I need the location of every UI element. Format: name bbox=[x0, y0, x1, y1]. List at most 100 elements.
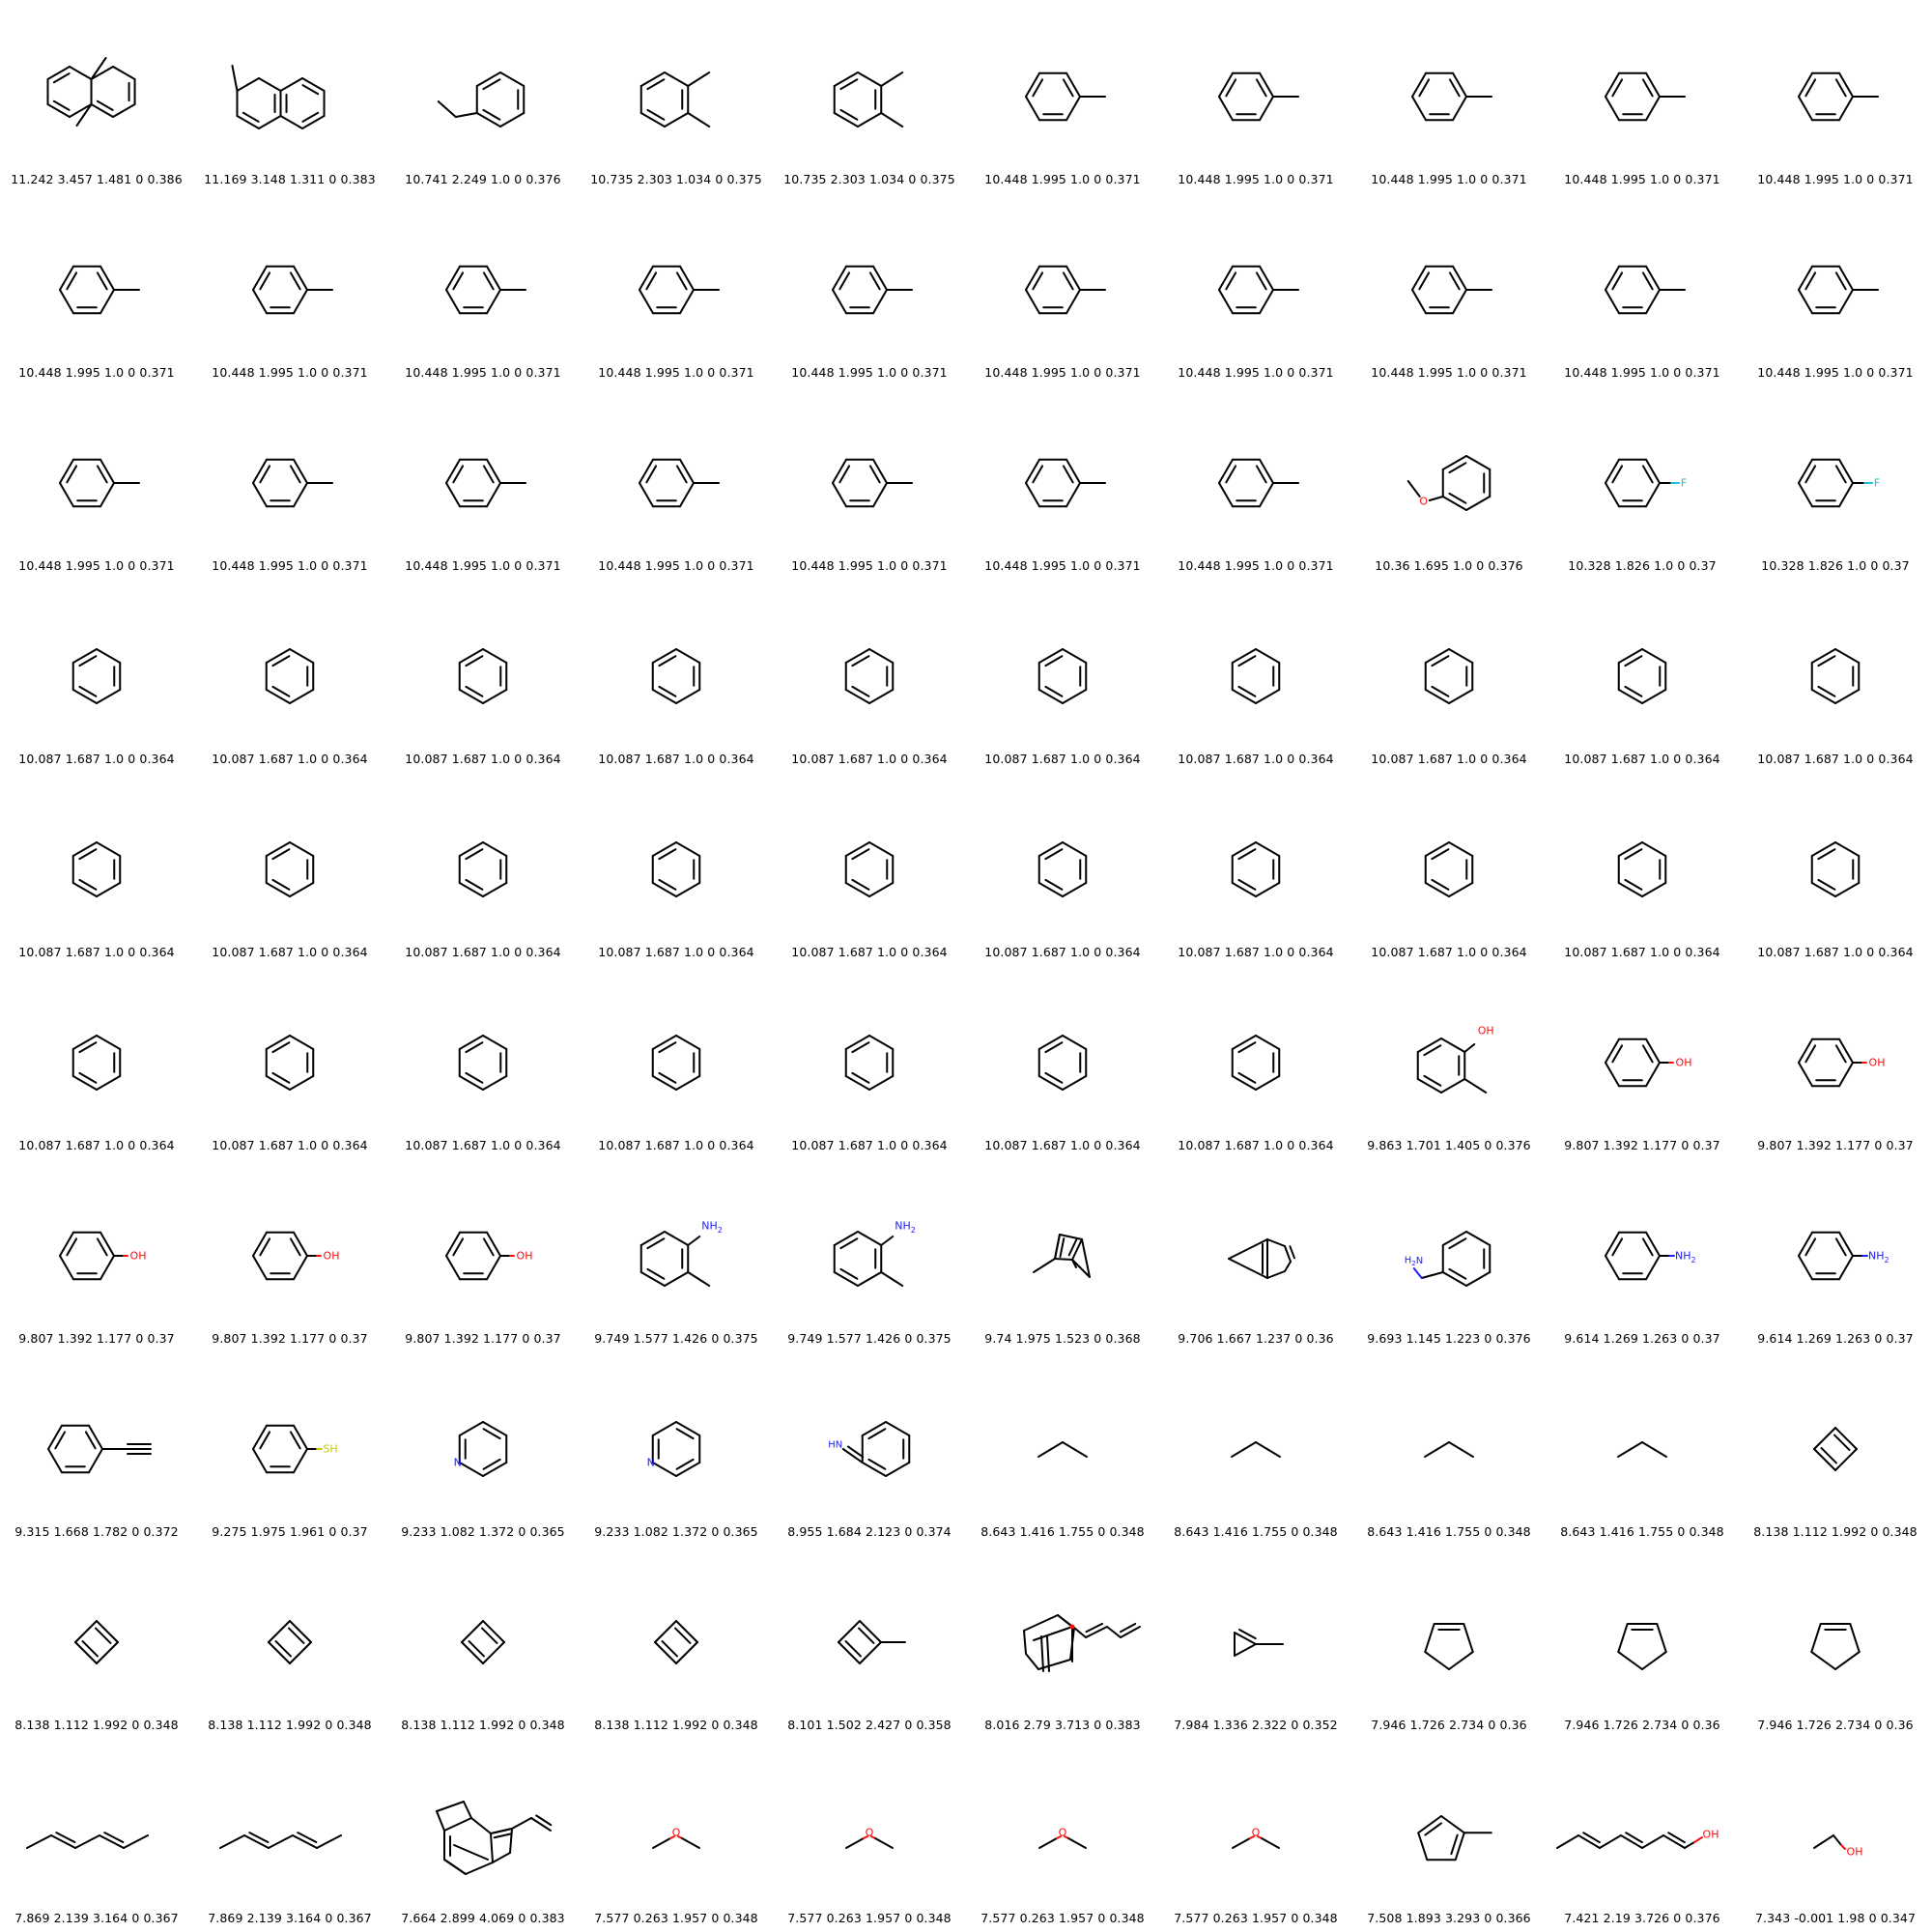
molecule-caption: 8.643 1.416 1.755 0 0.348 bbox=[1367, 1524, 1531, 1539]
structure-benzene bbox=[458, 841, 508, 897]
molecule-caption: 10.087 1.687 1.0 0 0.364 bbox=[405, 945, 561, 959]
molecule-cell: NH2 9.749 1.577 1.426 0 0.375 bbox=[580, 1159, 773, 1352]
structure-pyridine: N bbox=[454, 1421, 508, 1477]
structure-toluene bbox=[1411, 265, 1492, 315]
molecule-caption: 10.448 1.995 1.0 0 0.371 bbox=[1564, 365, 1720, 380]
molecule-cell: 8.138 1.112 1.992 0 0.348 bbox=[386, 1546, 580, 1739]
structure-cyclobutadiene bbox=[268, 1620, 312, 1664]
structure-phenol: OH bbox=[252, 1231, 339, 1281]
molecule-cell: 8.643 1.416 1.755 0 0.348 bbox=[966, 1352, 1159, 1546]
molecule-caption: 10.087 1.687 1.0 0 0.364 bbox=[212, 752, 368, 766]
molecule-caption: 10.087 1.687 1.0 0 0.364 bbox=[405, 1138, 561, 1152]
molecule-caption: 9.749 1.577 1.426 0 0.375 bbox=[594, 1331, 758, 1346]
molecule-cell: 11.242 3.457 1.481 0 0.386 bbox=[0, 0, 193, 193]
molecule-cell: 10.735 2.303 1.034 0 0.375 bbox=[773, 0, 966, 193]
molecule-cell: F 10.328 1.826 1.0 0 0.37 bbox=[1546, 386, 1739, 580]
molecule-cell: 10.087 1.687 1.0 0 0.364 bbox=[386, 966, 580, 1159]
molecule-caption: 10.087 1.687 1.0 0 0.364 bbox=[1371, 945, 1527, 959]
molecule-cell: 10.087 1.687 1.0 0 0.364 bbox=[1546, 773, 1739, 966]
molecule-cell: 10.087 1.687 1.0 0 0.364 bbox=[386, 773, 580, 966]
structure-benzene bbox=[1810, 841, 1861, 897]
structure-toluene bbox=[1798, 265, 1879, 315]
molecule-cell: 10.735 2.303 1.034 0 0.375 bbox=[580, 0, 773, 193]
molecule-caption: 7.508 1.893 3.293 0 0.366 bbox=[1367, 1911, 1531, 1925]
structure-methyl-bicyclic bbox=[1033, 1234, 1091, 1278]
molecule-cell: 10.448 1.995 1.0 0 0.371 bbox=[1352, 193, 1546, 386]
structure-toluene bbox=[832, 265, 913, 315]
nitrogen-label: N bbox=[647, 1457, 655, 1469]
amine-label: NH2 bbox=[895, 1220, 916, 1235]
structure-cyclobutadiene bbox=[1813, 1427, 1858, 1471]
structure-toluene bbox=[1025, 71, 1106, 122]
molecule-caption: 10.087 1.687 1.0 0 0.364 bbox=[212, 945, 368, 959]
molecule-cell: 10.087 1.687 1.0 0 0.364 bbox=[580, 773, 773, 966]
structure-phenol: OH bbox=[445, 1231, 533, 1281]
molecule-cell: 8.138 1.112 1.992 0 0.348 bbox=[1739, 1352, 1932, 1546]
molecule-caption: 10.328 1.826 1.0 0 0.37 bbox=[1761, 558, 1910, 573]
molecule-caption: 7.869 2.139 3.164 0 0.367 bbox=[208, 1911, 372, 1925]
molecule-cell: NH2 9.614 1.269 1.263 0 0.37 bbox=[1546, 1159, 1739, 1352]
molecule-caption: 7.984 1.336 2.322 0 0.352 bbox=[1174, 1718, 1338, 1732]
molecule-cell: 10.087 1.687 1.0 0 0.364 bbox=[773, 773, 966, 966]
structure-benzene bbox=[1810, 648, 1861, 704]
molecule-caption: 10.741 2.249 1.0 0 0.376 bbox=[405, 172, 561, 186]
structure-toluene bbox=[252, 265, 333, 315]
oxygen-label: O bbox=[1059, 1827, 1067, 1839]
molecule-cell: 10.087 1.687 1.0 0 0.364 bbox=[386, 580, 580, 773]
structure-methylcyclopentadiene bbox=[1417, 1815, 1492, 1861]
structure-hexadiene bbox=[219, 1832, 342, 1849]
structure-benzene bbox=[844, 648, 895, 704]
molecule-cell: 10.448 1.995 1.0 0 0.371 bbox=[1739, 193, 1932, 386]
hydroxyl-label: OH bbox=[517, 1250, 533, 1263]
molecule-caption: 10.087 1.687 1.0 0 0.364 bbox=[984, 945, 1141, 959]
structure-ethanol: OH bbox=[1813, 1834, 1862, 1859]
molecule-caption: 7.577 0.263 1.957 0 0.348 bbox=[787, 1911, 952, 1925]
molecule-caption: 10.087 1.687 1.0 0 0.364 bbox=[1178, 945, 1334, 959]
molecule-caption: 9.749 1.577 1.426 0 0.375 bbox=[787, 1331, 952, 1346]
structure-propane bbox=[1037, 1441, 1088, 1458]
molecule-cell: 10.448 1.995 1.0 0 0.371 bbox=[0, 386, 193, 580]
molecule-caption: 7.577 0.263 1.957 0 0.348 bbox=[980, 1911, 1145, 1925]
structure-toluene bbox=[1218, 458, 1299, 508]
molecule-cell: 10.448 1.995 1.0 0 0.371 bbox=[1352, 0, 1546, 193]
molecule-caption: 10.448 1.995 1.0 0 0.371 bbox=[1178, 558, 1334, 573]
molecule-cell: 10.087 1.687 1.0 0 0.364 bbox=[1739, 580, 1932, 773]
structure-toluene bbox=[1025, 458, 1106, 508]
molecule-caption: 10.448 1.995 1.0 0 0.371 bbox=[1757, 172, 1914, 186]
molecule-cell: 7.508 1.893 3.293 0 0.366 bbox=[1352, 1739, 1546, 1932]
structure-toluene bbox=[445, 458, 526, 508]
thiol-label: SH bbox=[323, 1443, 337, 1456]
molecule-caption: 9.693 1.145 1.223 0 0.376 bbox=[1367, 1331, 1531, 1346]
structure-dimethyl-ether: O bbox=[1038, 1827, 1087, 1849]
molecule-caption: 10.448 1.995 1.0 0 0.371 bbox=[405, 365, 561, 380]
molecule-caption: 9.315 1.668 1.782 0 0.372 bbox=[14, 1524, 179, 1539]
fluorine-label: F bbox=[1874, 477, 1880, 490]
structure-cyclobutadiene bbox=[461, 1620, 505, 1664]
molecule-cell: OH 7.343 -0.001 1.98 0 0.347 bbox=[1739, 1739, 1932, 1932]
molecule-caption: 9.807 1.392 1.177 0 0.37 bbox=[1757, 1138, 1914, 1152]
molecule-caption: 10.087 1.687 1.0 0 0.364 bbox=[1564, 752, 1720, 766]
molecule-cell: 7.869 2.139 3.164 0 0.367 bbox=[0, 1739, 193, 1932]
molecule-caption: 9.706 1.667 1.237 0 0.36 bbox=[1178, 1331, 1334, 1346]
molecule-caption: 10.087 1.687 1.0 0 0.364 bbox=[1178, 1138, 1334, 1152]
structure-cyclobutadiene bbox=[654, 1620, 698, 1664]
structure-toluene bbox=[639, 458, 720, 508]
molecule-cell: 10.087 1.687 1.0 0 0.364 bbox=[193, 966, 386, 1159]
structure-benzene bbox=[651, 841, 701, 897]
structure-benzene bbox=[844, 1035, 895, 1091]
structure-aniline: NH2 bbox=[1798, 1231, 1889, 1281]
molecule-caption: 10.087 1.687 1.0 0 0.364 bbox=[791, 752, 948, 766]
molecule-caption: 11.169 3.148 1.311 0 0.383 bbox=[204, 172, 376, 186]
molecule-cell: 11.169 3.148 1.311 0 0.383 bbox=[193, 0, 386, 193]
molecule-cell: 10.087 1.687 1.0 0 0.364 bbox=[0, 580, 193, 773]
molecule-cell: HN 8.955 1.684 2.123 0 0.374 bbox=[773, 1352, 966, 1546]
molecule-caption: 8.016 2.79 3.713 0 0.383 bbox=[984, 1718, 1141, 1732]
molecule-cell: 10.448 1.995 1.0 0 0.371 bbox=[580, 386, 773, 580]
structure-phenol: OH bbox=[1798, 1037, 1885, 1088]
structure-dimethyl-ether: O bbox=[652, 1827, 700, 1849]
molecule-caption: 8.138 1.112 1.992 0 0.348 bbox=[594, 1718, 758, 1732]
oxygen-label: O bbox=[866, 1827, 874, 1839]
structure-cage-diene bbox=[1023, 1614, 1141, 1672]
molecule-cell: 10.741 2.249 1.0 0 0.376 bbox=[386, 0, 580, 193]
